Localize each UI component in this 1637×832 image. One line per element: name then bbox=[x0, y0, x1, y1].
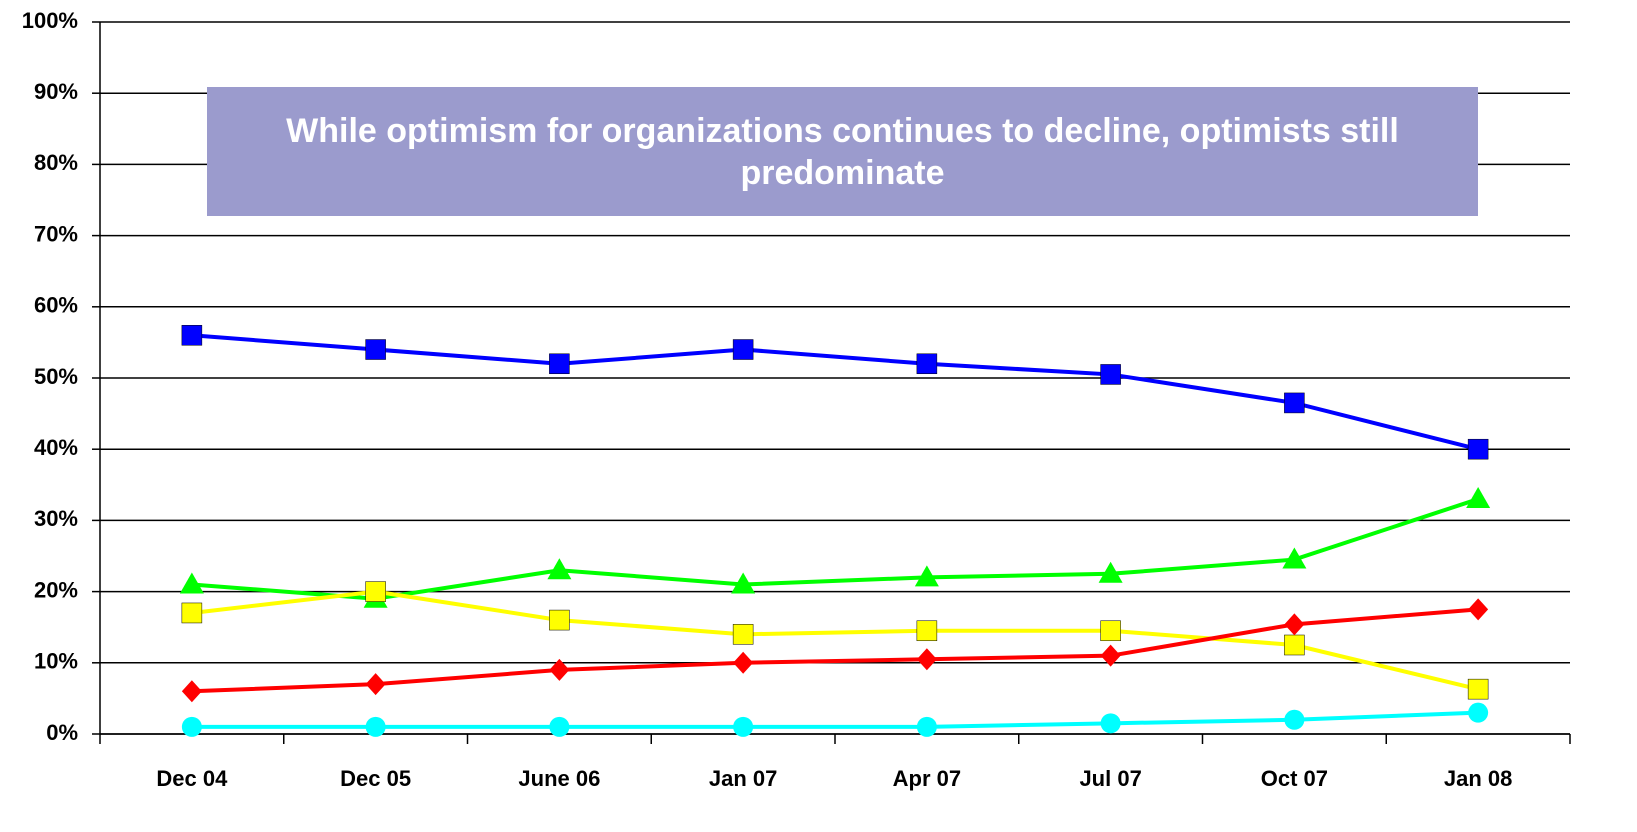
series-line bbox=[191, 607, 1479, 694]
marker bbox=[365, 581, 386, 602]
marker bbox=[365, 339, 386, 360]
y-tick-label: 40% bbox=[34, 435, 78, 460]
marker bbox=[916, 353, 938, 375]
marker bbox=[1284, 634, 1305, 656]
marker bbox=[181, 325, 203, 346]
marker bbox=[179, 572, 204, 594]
marker bbox=[1100, 644, 1121, 667]
marker bbox=[916, 648, 937, 671]
marker bbox=[549, 716, 570, 737]
marker bbox=[365, 673, 386, 696]
y-tick-label: 70% bbox=[34, 221, 78, 246]
marker bbox=[1468, 598, 1489, 621]
x-tick-label: June 06 bbox=[518, 766, 600, 791]
marker bbox=[549, 353, 570, 375]
marker bbox=[549, 609, 570, 631]
marker bbox=[1100, 713, 1121, 734]
marker bbox=[547, 558, 572, 580]
marker bbox=[1284, 392, 1305, 414]
marker bbox=[1100, 364, 1121, 385]
marker bbox=[733, 651, 754, 674]
marker bbox=[181, 716, 202, 737]
y-tick-label: 20% bbox=[34, 577, 78, 602]
marker bbox=[1466, 487, 1491, 509]
marker bbox=[914, 565, 939, 587]
x-tick-label: Jan 08 bbox=[1444, 766, 1513, 791]
series-line bbox=[191, 497, 1479, 601]
x-tick-label: Jan 07 bbox=[709, 766, 778, 791]
marker bbox=[732, 339, 754, 360]
y-tick-label: 100% bbox=[22, 8, 78, 33]
marker bbox=[1098, 561, 1123, 583]
series-line bbox=[191, 710, 1479, 729]
x-tick-label: Oct 07 bbox=[1261, 766, 1328, 791]
y-tick-label: 80% bbox=[34, 150, 78, 175]
marker bbox=[1284, 613, 1305, 636]
x-tick-label: Dec 05 bbox=[340, 766, 411, 791]
y-tick-label: 50% bbox=[34, 364, 78, 389]
marker bbox=[1467, 438, 1489, 460]
y-tick-label: 10% bbox=[34, 649, 78, 674]
y-tick-label: 0% bbox=[46, 720, 78, 745]
series-line bbox=[191, 333, 1479, 452]
series-line bbox=[191, 589, 1479, 692]
marker bbox=[916, 716, 937, 737]
chart-title: While optimism for organizations continu… bbox=[207, 87, 1478, 216]
marker bbox=[916, 620, 938, 642]
x-tick-label: Apr 07 bbox=[893, 766, 961, 791]
marker bbox=[1100, 620, 1121, 642]
marker bbox=[733, 716, 754, 737]
marker bbox=[732, 624, 754, 645]
marker bbox=[1282, 547, 1307, 569]
marker bbox=[731, 572, 756, 594]
marker bbox=[1467, 678, 1489, 700]
marker bbox=[181, 680, 202, 703]
x-tick-label: Dec 04 bbox=[156, 766, 228, 791]
marker bbox=[549, 658, 570, 681]
marker bbox=[365, 716, 386, 737]
marker bbox=[1468, 702, 1489, 723]
marker bbox=[1284, 709, 1305, 730]
x-tick-label: Jul 07 bbox=[1079, 766, 1141, 791]
y-tick-label: 30% bbox=[34, 506, 78, 531]
marker bbox=[181, 602, 203, 624]
y-tick-label: 90% bbox=[34, 79, 78, 104]
y-tick-label: 60% bbox=[34, 293, 78, 318]
